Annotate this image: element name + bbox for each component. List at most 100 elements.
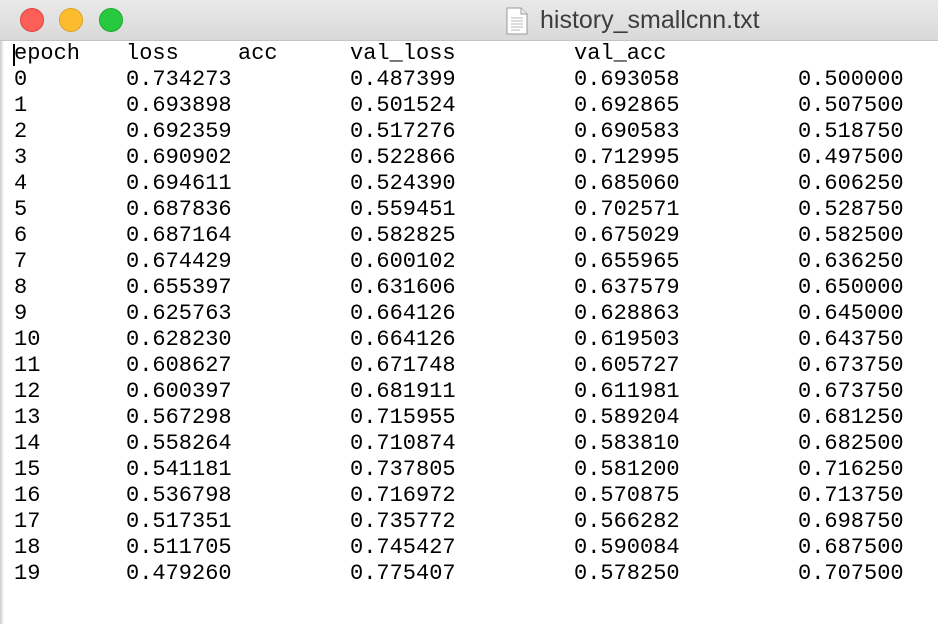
epoch-value: 3 <box>14 145 28 170</box>
extra-value: 0.673750 <box>798 353 904 378</box>
val-loss-value: 0.775407 <box>350 561 456 586</box>
file-text[interactable]: epoch loss acc val_loss val_acc 0 0.73427… <box>14 41 904 587</box>
data-rows: 0 0.734273 0.487399 0.693058 0.500000 1 0.6938… <box>14 67 904 587</box>
minimize-button[interactable] <box>59 8 83 32</box>
val-loss-value: 0.517276 <box>350 119 456 144</box>
data-row: 15 0.541181 0.737805 0.581200 0.716250 <box>14 457 904 483</box>
extra-value: 0.500000 <box>798 67 904 92</box>
loss-value: 0.734273 <box>126 67 232 92</box>
data-row: 9 0.625763 0.664126 0.628863 0.645000 <box>14 301 904 327</box>
text-content-area[interactable] <box>0 41 938 624</box>
val-acc-value: 0.566282 <box>574 509 680 534</box>
val-loss-value: 0.716972 <box>350 483 456 508</box>
val-loss-value: 0.681911 <box>350 379 456 404</box>
title-bar[interactable]: history_smallcnn.txt <box>0 0 938 41</box>
epoch-value: 19 <box>14 561 41 586</box>
epoch-value: 8 <box>14 275 28 300</box>
epoch-value: 9 <box>14 301 28 326</box>
extra-value: 0.682500 <box>798 431 904 456</box>
val-loss-value: 0.664126 <box>350 327 456 352</box>
epoch-value: 16 <box>14 483 41 508</box>
epoch-value: 2 <box>14 119 28 144</box>
val-acc-value: 0.693058 <box>574 67 680 92</box>
data-row: 2 0.692359 0.517276 0.690583 0.518750 <box>14 119 904 145</box>
data-row: 14 0.558264 0.710874 0.583810 0.682500 <box>14 431 904 457</box>
loss-value: 0.694611 <box>126 171 232 196</box>
val-loss-value: 0.710874 <box>350 431 456 456</box>
extra-value: 0.606250 <box>798 171 904 196</box>
header-acc: acc <box>238 41 278 66</box>
data-row: 6 0.687164 0.582825 0.675029 0.582500 <box>14 223 904 249</box>
epoch-value: 1 <box>14 93 28 118</box>
val-acc-value: 0.583810 <box>574 431 680 456</box>
val-loss-value: 0.631606 <box>350 275 456 300</box>
header-epoch: epoch <box>14 41 81 66</box>
extra-value: 0.497500 <box>798 145 904 170</box>
val-acc-value: 0.581200 <box>574 457 680 482</box>
val-acc-value: 0.675029 <box>574 223 680 248</box>
extra-value: 0.518750 <box>798 119 904 144</box>
epoch-value: 18 <box>14 535 41 560</box>
val-loss-value: 0.559451 <box>350 197 456 222</box>
data-row: 10 0.628230 0.664126 0.619503 0.643750 <box>14 327 904 353</box>
window-title: history_smallcnn.txt <box>540 6 760 34</box>
val-loss-value: 0.671748 <box>350 353 456 378</box>
extra-value: 0.698750 <box>798 509 904 534</box>
val-acc-value: 0.692865 <box>574 93 680 118</box>
val-loss-value: 0.735772 <box>350 509 456 534</box>
loss-value: 0.693898 <box>126 93 232 118</box>
data-row: 8 0.655397 0.631606 0.637579 0.650000 <box>14 275 904 301</box>
data-row: 7 0.674429 0.600102 0.655965 0.636250 <box>14 249 904 275</box>
data-row: 18 0.511705 0.745427 0.590084 0.687500 <box>14 535 904 561</box>
data-row: 17 0.517351 0.735772 0.566282 0.698750 <box>14 509 904 535</box>
val-acc-value: 0.611981 <box>574 379 680 404</box>
data-row: 11 0.608627 0.671748 0.605727 0.673750 <box>14 353 904 379</box>
val-loss-value: 0.715955 <box>350 405 456 430</box>
data-row: 3 0.690902 0.522866 0.712995 0.497500 <box>14 145 904 171</box>
epoch-value: 11 <box>14 353 41 378</box>
zoom-button[interactable] <box>99 8 123 32</box>
val-acc-value: 0.570875 <box>574 483 680 508</box>
val-loss-value: 0.487399 <box>350 67 456 92</box>
epoch-value: 10 <box>14 327 41 352</box>
val-loss-value: 0.737805 <box>350 457 456 482</box>
epoch-value: 12 <box>14 379 41 404</box>
val-acc-value: 0.655965 <box>574 249 680 274</box>
epoch-value: 15 <box>14 457 41 482</box>
extra-value: 0.650000 <box>798 275 904 300</box>
loss-value: 0.479260 <box>126 561 232 586</box>
data-row: 19 0.479260 0.775407 0.578250 0.707500 <box>14 561 904 587</box>
loss-value: 0.692359 <box>126 119 232 144</box>
val-acc-value: 0.702571 <box>574 197 680 222</box>
val-acc-value: 0.628863 <box>574 301 680 326</box>
loss-value: 0.600397 <box>126 379 232 404</box>
val-acc-value: 0.578250 <box>574 561 680 586</box>
extra-value: 0.643750 <box>798 327 904 352</box>
epoch-value: 6 <box>14 223 28 248</box>
close-button[interactable] <box>20 8 44 32</box>
val-loss-value: 0.582825 <box>350 223 456 248</box>
val-loss-value: 0.664126 <box>350 301 456 326</box>
loss-value: 0.541181 <box>126 457 232 482</box>
loss-value: 0.536798 <box>126 483 232 508</box>
text-cursor <box>13 44 15 66</box>
left-shadow-strip <box>0 41 4 624</box>
val-acc-value: 0.619503 <box>574 327 680 352</box>
data-row: 1 0.693898 0.501524 0.692865 0.507500 <box>14 93 904 119</box>
data-row: 5 0.687836 0.559451 0.702571 0.528750 <box>14 197 904 223</box>
window-title-group: history_smallcnn.txt <box>506 4 760 37</box>
text-document-icon[interactable] <box>506 7 528 35</box>
data-row: 0 0.734273 0.487399 0.693058 0.500000 <box>14 67 904 93</box>
loss-value: 0.690902 <box>126 145 232 170</box>
val-loss-value: 0.524390 <box>350 171 456 196</box>
epoch-value: 0 <box>14 67 28 92</box>
data-row: 4 0.694611 0.524390 0.685060 0.606250 <box>14 171 904 197</box>
header-loss: loss <box>126 41 179 66</box>
loss-value: 0.655397 <box>126 275 232 300</box>
val-acc-value: 0.589204 <box>574 405 680 430</box>
header-val-acc: val_acc <box>574 41 667 66</box>
extra-value: 0.713750 <box>798 483 904 508</box>
loss-value: 0.687164 <box>126 223 232 248</box>
loss-value: 0.517351 <box>126 509 232 534</box>
